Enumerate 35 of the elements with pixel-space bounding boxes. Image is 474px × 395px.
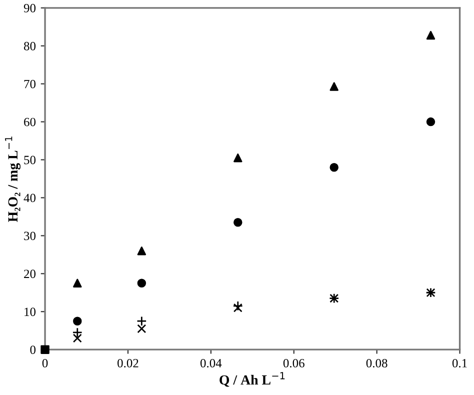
point xyxy=(73,278,82,288)
x-axis-title: Q / Ah L$^{−1}$ xyxy=(220,372,285,387)
y-axis-title: H₂O₂ / mg L$^{−1}$ xyxy=(5,136,20,222)
point xyxy=(330,82,338,91)
x-tick-label: 0.04 xyxy=(200,358,222,368)
point xyxy=(426,117,436,126)
y-tick-label: 30 xyxy=(24,232,36,240)
y-tick-label: 40 xyxy=(24,194,36,202)
x-tick-label: 0 xyxy=(42,358,48,368)
y-tick-label: 20 xyxy=(24,270,36,278)
y-tick-label: 10 xyxy=(24,308,36,316)
x-tick-label: 0.06 xyxy=(283,358,304,368)
point xyxy=(72,327,82,338)
y-tick-label: 0 xyxy=(30,346,36,354)
point xyxy=(330,162,338,172)
point xyxy=(234,153,242,162)
point xyxy=(72,334,82,343)
y-tick-label: 60 xyxy=(24,118,36,126)
y-tick-label: 90 xyxy=(24,4,36,12)
x-tick-label: 0.1 xyxy=(452,358,467,368)
point xyxy=(40,345,50,354)
x-tick-label: 0.08 xyxy=(366,358,388,368)
point xyxy=(136,316,147,326)
y-tick-label: 50 xyxy=(24,156,36,164)
point xyxy=(73,316,82,326)
point xyxy=(234,218,242,227)
point xyxy=(233,303,242,312)
y-tick-label: 70 xyxy=(24,80,36,88)
point xyxy=(137,324,146,334)
point xyxy=(137,278,146,288)
x-tick-label: 0.02 xyxy=(118,358,138,368)
y-tick-label: 80 xyxy=(24,42,36,50)
point xyxy=(426,30,436,40)
point xyxy=(232,300,243,312)
point xyxy=(137,246,146,256)
